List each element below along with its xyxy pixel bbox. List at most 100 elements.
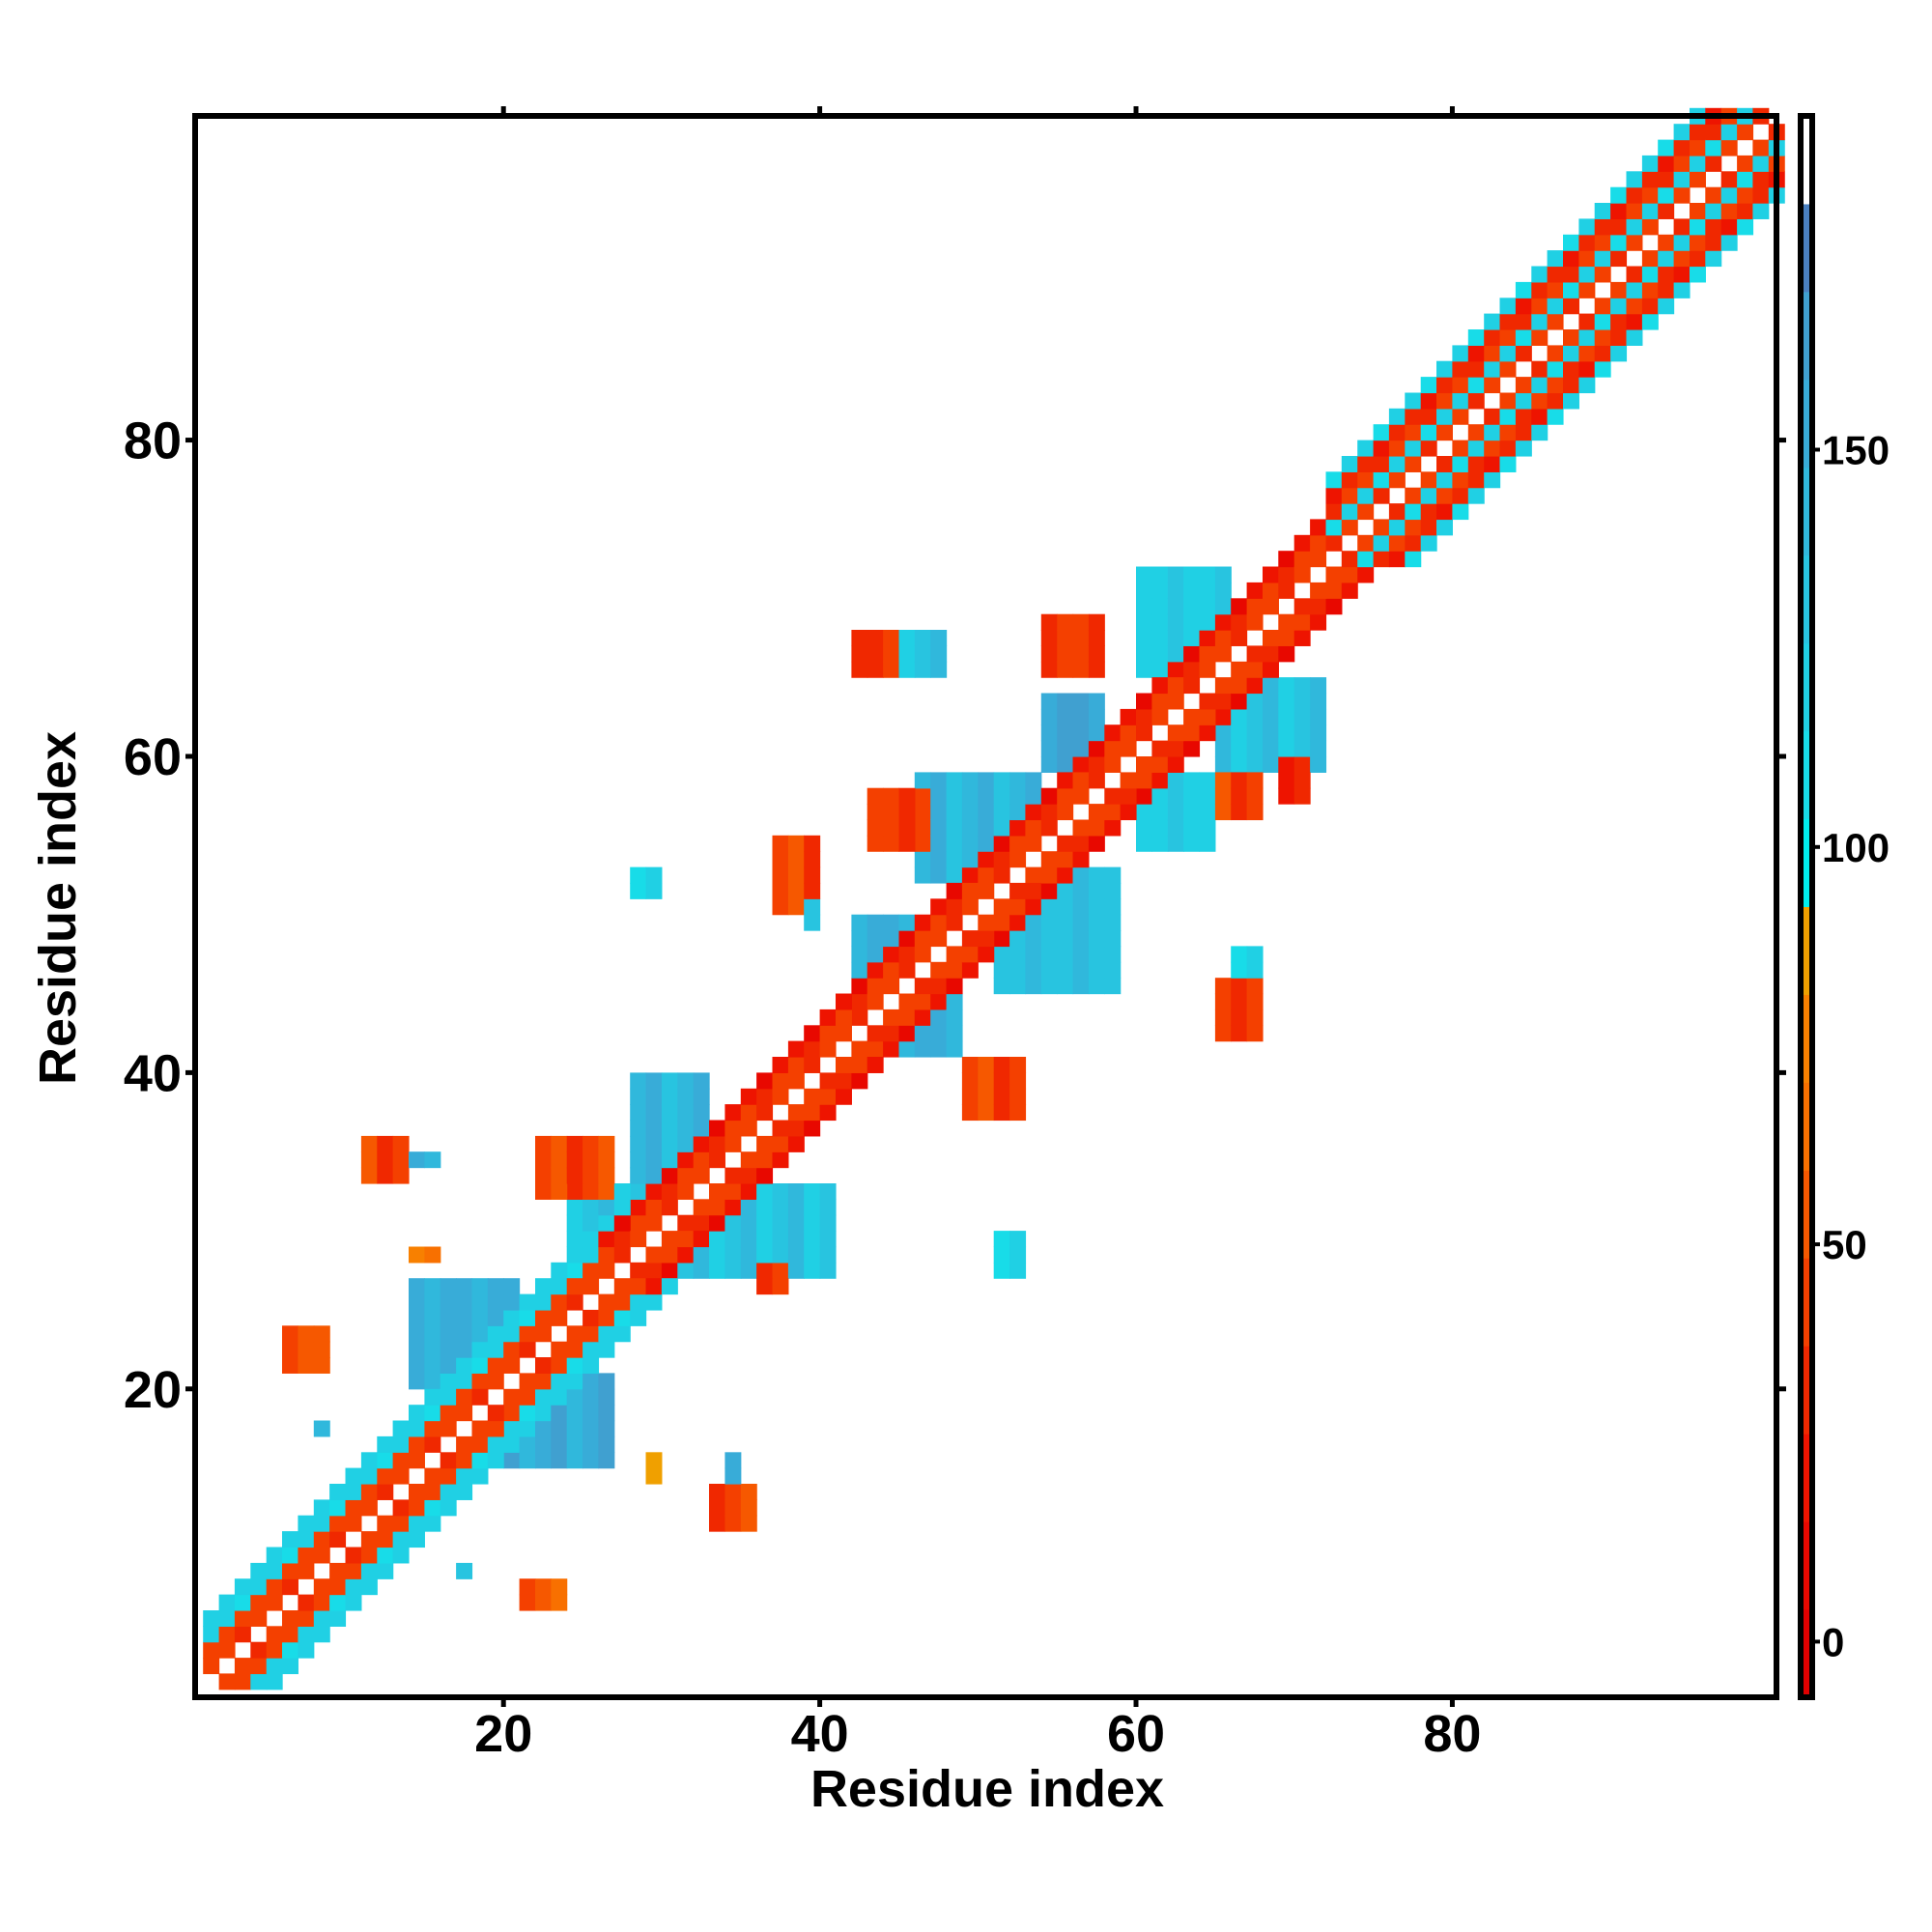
- heatmap-cell: [1246, 677, 1264, 695]
- heatmap-cell: [1452, 503, 1469, 521]
- heatmap-cell: [1373, 551, 1390, 568]
- heatmap-cell: [677, 1072, 695, 1090]
- heatmap-cell: [693, 1231, 710, 1248]
- heatmap-cell: [409, 1309, 425, 1326]
- heatmap-cell: [1578, 377, 1596, 394]
- heatmap-cell: [709, 1214, 725, 1232]
- heatmap-cell: [1357, 503, 1375, 521]
- heatmap-cell: [519, 1435, 536, 1453]
- heatmap-cell: [804, 1040, 821, 1058]
- heatmap-cell: [1136, 693, 1152, 710]
- heatmap-cell: [1009, 1262, 1027, 1279]
- heatmap-cell: [1673, 281, 1690, 298]
- heatmap-cell: [566, 1405, 583, 1422]
- heatmap-cell: [1199, 724, 1216, 742]
- heatmap-cell: [1088, 961, 1105, 979]
- heatmap-cell: [645, 1151, 663, 1169]
- heatmap-cell: [993, 930, 1010, 948]
- heatmap-cell: [851, 630, 868, 646]
- heatmap-cell: [787, 867, 805, 884]
- heatmap-cell: [1120, 787, 1137, 805]
- heatmap-cell: [1009, 1072, 1027, 1090]
- heatmap-cell: [377, 1484, 394, 1500]
- heatmap-cell: [1484, 471, 1501, 489]
- heatmap-cell: [661, 1072, 678, 1090]
- heatmap-cell: [1705, 124, 1722, 141]
- heatmap-cell: [360, 1562, 378, 1579]
- heatmap-cell: [1009, 835, 1027, 852]
- heatmap-cell: [392, 1531, 410, 1548]
- heatmap-cell: [740, 1231, 757, 1248]
- heatmap-cell: [582, 1373, 600, 1390]
- heatmap-cell: [566, 1357, 583, 1374]
- heatmap-cell: [645, 1246, 663, 1264]
- heatmap-cell: [582, 1388, 600, 1406]
- heatmap-cell: [1167, 598, 1184, 615]
- heatmap-cell: [250, 1562, 268, 1579]
- heatmap-cell: [582, 1262, 600, 1279]
- heatmap-cell: [1183, 740, 1201, 757]
- heatmap-cell: [898, 993, 916, 1010]
- heatmap-cell: [630, 867, 647, 884]
- heatmap-cell: [978, 1057, 995, 1073]
- heatmap-cell: [946, 978, 963, 995]
- heatmap-cell: [630, 1104, 647, 1122]
- heatmap-cell: [724, 1214, 742, 1232]
- heatmap-cell: [1120, 740, 1137, 757]
- heatmap-cell: [930, 851, 948, 868]
- heatmap-cell: [1151, 598, 1169, 615]
- heatmap-cell: [551, 1405, 568, 1422]
- heatmap-cell: [377, 1151, 394, 1169]
- heatmap-cell: [1563, 250, 1579, 268]
- heatmap-cell: [471, 1293, 489, 1311]
- heatmap-cell: [582, 1325, 600, 1343]
- heatmap-cell: [1263, 740, 1279, 757]
- heatmap-cell: [1325, 471, 1343, 489]
- heatmap-cell: [693, 1135, 710, 1152]
- heatmap-cell: [456, 1388, 473, 1406]
- heatmap-cell: [1057, 961, 1074, 979]
- heatmap-cell: [1484, 440, 1501, 457]
- heatmap-cell: [1578, 218, 1596, 236]
- heatmap-cell: [930, 961, 948, 979]
- heatmap-cell: [1325, 503, 1343, 521]
- heatmap-cell: [1136, 598, 1152, 615]
- heatmap-cell: [1626, 298, 1643, 315]
- heatmap-cell: [551, 1578, 568, 1596]
- heatmap-cell: [851, 1040, 868, 1058]
- heatmap-cell: [1088, 804, 1105, 821]
- heatmap-cell: [772, 1231, 789, 1248]
- heatmap-cell: [772, 1151, 789, 1169]
- heatmap-cell: [266, 1562, 283, 1579]
- heatmap-cell: [1420, 392, 1437, 410]
- heatmap-cell: [282, 1562, 298, 1579]
- heatmap-cell: [1009, 914, 1027, 931]
- heatmap-cell: [1467, 377, 1485, 394]
- x-tick-label: 60: [1107, 1705, 1165, 1763]
- heatmap-cell: [1467, 487, 1485, 504]
- heatmap-cell: [1610, 298, 1628, 315]
- heatmap-cell: [313, 1420, 330, 1437]
- heatmap-cell: [961, 1088, 979, 1105]
- heatmap-cell: [804, 1262, 821, 1279]
- heatmap-cell: [1072, 613, 1090, 631]
- heatmap-cell: [551, 1435, 568, 1453]
- heatmap-cell: [914, 835, 931, 852]
- heatmap-cell: [677, 1167, 695, 1184]
- heatmap-cell: [1420, 408, 1437, 425]
- heatmap-cell: [535, 1151, 552, 1169]
- heatmap-cell: [1293, 693, 1311, 710]
- heatmap-cell: [582, 1278, 600, 1295]
- heatmap-cell: [218, 1626, 236, 1643]
- heatmap-cell: [787, 1183, 805, 1200]
- heatmap-cell: [819, 1231, 837, 1248]
- heatmap-cell: [645, 1120, 663, 1137]
- heatmap-cell: [645, 1088, 663, 1105]
- heatmap-cell: [1214, 645, 1232, 663]
- heatmap-cell: [630, 882, 647, 899]
- heatmap-cell: [1183, 708, 1201, 725]
- heatmap-cell: [1214, 708, 1232, 725]
- heatmap-cell: [598, 1262, 615, 1279]
- heatmap-cell: [1231, 787, 1248, 805]
- heatmap-cell: [1673, 139, 1690, 156]
